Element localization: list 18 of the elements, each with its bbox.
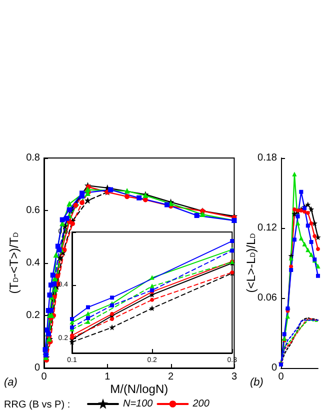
x-tick-label: 0	[41, 372, 48, 382]
text: (a)	[4, 376, 18, 388]
x-axis-title: M/(N/logN)	[110, 382, 168, 396]
y-tick-label: 0.4	[26, 258, 40, 268]
y-tick-label: 0.12	[258, 222, 278, 234]
legend-title: RRG (B vs P) :	[4, 400, 70, 410]
legend-label: 200	[192, 398, 210, 410]
y-tick-label: 0.2	[26, 310, 40, 321]
x-tick-label: 0	[278, 372, 284, 382]
legend-label: N=100	[123, 398, 154, 410]
y-tick-label: 0.8	[26, 152, 40, 164]
y-tick-label: 0.18	[258, 152, 278, 164]
x-tick-label: 3	[231, 372, 238, 382]
x-tick-label: 2	[168, 372, 174, 382]
y-tick-label: 0.6	[26, 205, 40, 216]
y-tick-label: 0.06	[258, 292, 278, 304]
text: (b)	[250, 376, 264, 388]
x-tick-label: 1	[104, 372, 111, 382]
